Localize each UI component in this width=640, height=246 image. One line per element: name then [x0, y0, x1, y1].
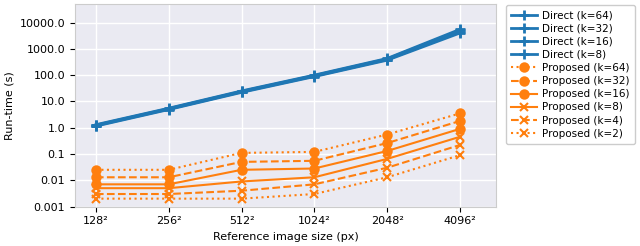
Proposed (k=4)	[92, 193, 100, 196]
Direct (k=16)	[310, 75, 318, 77]
Line: Proposed (k=8): Proposed (k=8)	[92, 133, 464, 192]
Proposed (k=16)	[310, 167, 318, 170]
Direct (k=16)	[383, 58, 391, 61]
Proposed (k=8)	[383, 157, 391, 160]
Line: Direct (k=8): Direct (k=8)	[91, 28, 465, 131]
Proposed (k=64)	[456, 112, 464, 115]
Proposed (k=64)	[310, 150, 318, 153]
Direct (k=64)	[92, 123, 100, 126]
Proposed (k=4)	[310, 183, 318, 186]
Proposed (k=2)	[165, 197, 173, 200]
Proposed (k=16)	[383, 150, 391, 153]
Direct (k=16)	[92, 124, 100, 127]
Y-axis label: Run-time (s): Run-time (s)	[4, 71, 14, 140]
Direct (k=32)	[92, 124, 100, 127]
Proposed (k=64)	[92, 168, 100, 171]
Line: Proposed (k=4): Proposed (k=4)	[92, 141, 464, 198]
Proposed (k=4)	[237, 189, 245, 192]
Proposed (k=8)	[165, 187, 173, 190]
X-axis label: Reference image size (px): Reference image size (px)	[213, 232, 358, 242]
Proposed (k=32)	[165, 176, 173, 179]
Direct (k=16)	[456, 30, 464, 33]
Direct (k=32)	[383, 58, 391, 61]
Direct (k=16)	[237, 91, 245, 93]
Direct (k=8)	[383, 59, 391, 62]
Direct (k=32)	[310, 74, 318, 77]
Direct (k=32)	[165, 107, 173, 110]
Proposed (k=64)	[165, 168, 173, 171]
Proposed (k=16)	[165, 183, 173, 186]
Line: Proposed (k=16): Proposed (k=16)	[92, 125, 464, 188]
Line: Direct (k=16): Direct (k=16)	[91, 27, 465, 130]
Line: Proposed (k=2): Proposed (k=2)	[92, 151, 464, 203]
Direct (k=8)	[92, 125, 100, 128]
Proposed (k=32)	[237, 160, 245, 163]
Direct (k=64)	[165, 107, 173, 110]
Direct (k=8)	[165, 108, 173, 111]
Proposed (k=4)	[456, 143, 464, 146]
Proposed (k=16)	[237, 168, 245, 171]
Direct (k=8)	[310, 75, 318, 78]
Proposed (k=16)	[456, 127, 464, 130]
Proposed (k=2)	[383, 176, 391, 179]
Proposed (k=32)	[92, 176, 100, 179]
Proposed (k=8)	[92, 187, 100, 190]
Direct (k=8)	[237, 91, 245, 94]
Proposed (k=8)	[310, 176, 318, 179]
Proposed (k=2)	[237, 197, 245, 200]
Proposed (k=4)	[383, 166, 391, 169]
Line: Direct (k=64): Direct (k=64)	[91, 25, 465, 130]
Proposed (k=8)	[456, 135, 464, 138]
Direct (k=64)	[383, 57, 391, 60]
Direct (k=32)	[456, 29, 464, 32]
Direct (k=64)	[237, 90, 245, 92]
Line: Proposed (k=32): Proposed (k=32)	[92, 117, 464, 182]
Direct (k=64)	[310, 74, 318, 77]
Proposed (k=64)	[237, 152, 245, 154]
Direct (k=16)	[165, 108, 173, 110]
Proposed (k=16)	[92, 183, 100, 186]
Proposed (k=32)	[456, 120, 464, 123]
Proposed (k=32)	[383, 142, 391, 145]
Proposed (k=2)	[92, 197, 100, 200]
Proposed (k=2)	[456, 154, 464, 157]
Direct (k=64)	[456, 28, 464, 31]
Proposed (k=8)	[237, 180, 245, 183]
Line: Proposed (k=64): Proposed (k=64)	[92, 109, 464, 174]
Proposed (k=32)	[310, 159, 318, 162]
Line: Direct (k=32): Direct (k=32)	[91, 26, 465, 130]
Direct (k=8)	[456, 31, 464, 34]
Legend: Direct (k=64), Direct (k=32), Direct (k=16), Direct (k=8), Proposed (k=64), Prop: Direct (k=64), Direct (k=32), Direct (k=…	[506, 5, 635, 144]
Direct (k=32)	[237, 90, 245, 93]
Proposed (k=64)	[383, 133, 391, 136]
Proposed (k=2)	[310, 193, 318, 196]
Proposed (k=4)	[165, 193, 173, 196]
